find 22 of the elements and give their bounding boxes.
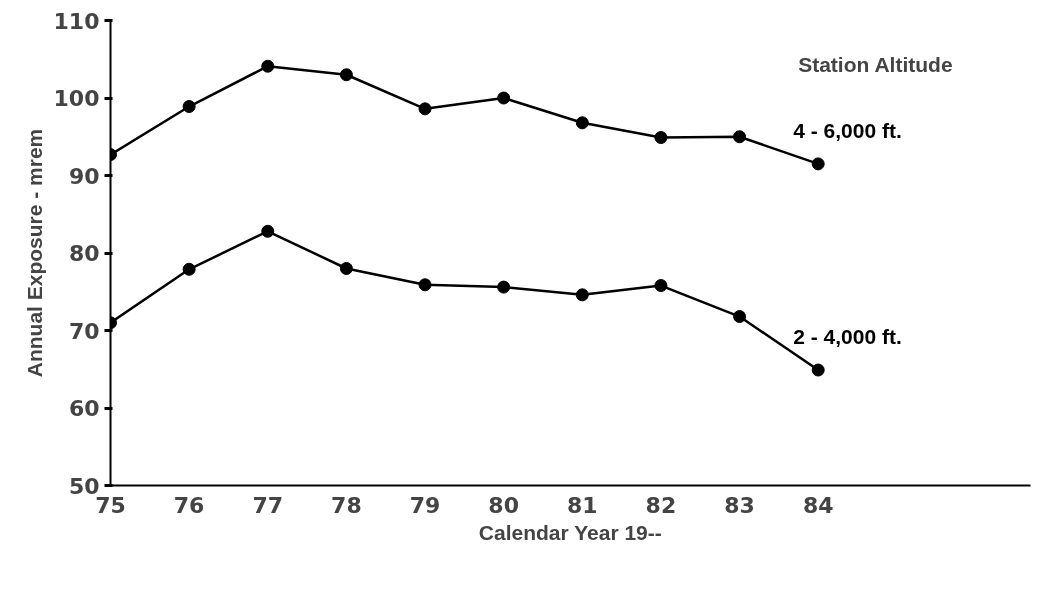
y-tick-label: 90: [68, 163, 100, 189]
y-tick-label: 100: [53, 86, 100, 111]
y-tick-label: 70: [68, 318, 100, 344]
x-tick-label: 76: [173, 492, 205, 518]
x-tick-label: 78: [331, 492, 362, 518]
y-tick-label: 110: [53, 8, 100, 34]
x-tick-label: 80: [488, 492, 519, 518]
x-tick-label: 83: [724, 492, 755, 518]
y-tick-label: 80: [68, 241, 100, 266]
series-label: 2 - 4,000 ft.: [793, 325, 902, 349]
legend-title: Station Altitude: [798, 53, 953, 77]
series-label: 4 - 6,000 ft.: [793, 118, 902, 142]
x-tick-label: 81: [566, 492, 598, 518]
point: [811, 157, 825, 171]
y-axis-title: Annual Exposure - mrem: [22, 128, 46, 378]
y-tick-label: 60: [68, 396, 100, 421]
x-tick-label: 84: [802, 492, 834, 518]
x-tick-label: 79: [409, 492, 441, 518]
x-tick-label: 77: [252, 492, 284, 518]
x-tick-label: 82: [645, 492, 677, 518]
x-tick-label: 75: [95, 492, 126, 518]
x-axis-title: Calendar Year 19--: [478, 520, 662, 544]
